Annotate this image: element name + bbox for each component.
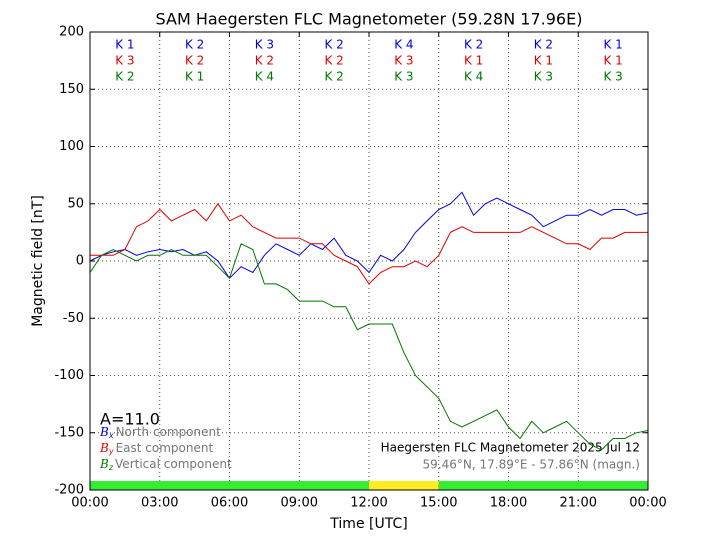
station-note: Haegersten FLC Magnetometer 2025 Jul 12 (381, 441, 640, 455)
k-index: K 1 (603, 38, 622, 52)
data-line (90, 202, 648, 285)
location-note: 59.46°N, 17.89°E - 57.86°N (magn.) (423, 458, 640, 472)
x-tick-label: 00:00 (629, 496, 666, 511)
k-index: K 1 (534, 54, 553, 68)
x-tick-label: 15:00 (420, 496, 457, 511)
k-index: K 3 (534, 70, 553, 84)
y-tick-label: -50 (63, 311, 84, 326)
legend-label: Vertical component (115, 457, 232, 471)
legend-entry: Bz Vertical component (99, 457, 232, 472)
y-tick-label: 50 (67, 196, 84, 211)
legend-symbol: B (99, 425, 109, 439)
k-index: K 4 (394, 38, 413, 52)
k-index: K 1 (115, 38, 134, 52)
y-tick-label: -100 (54, 368, 84, 383)
k-index: K 3 (394, 54, 413, 68)
y-tick-label: -150 (54, 425, 84, 440)
activity-index: A=11.0 (100, 410, 160, 429)
x-tick-label: 21:00 (560, 496, 597, 511)
x-tick-label: 12:00 (350, 496, 387, 511)
y-tick-label: -200 (54, 483, 84, 498)
legend-subscript: x (108, 431, 114, 440)
x-tick-label: 18:00 (490, 496, 527, 511)
k-index: K 2 (185, 38, 204, 52)
x-tick-label: 00:00 (71, 496, 108, 511)
chart-title: SAM Haegersten FLC Magnetometer (59.28N … (156, 10, 583, 29)
k-index: K 2 (115, 70, 134, 84)
x-tick-label: 09:00 (281, 496, 318, 511)
legend-symbol: B (99, 457, 109, 471)
k-index: K 1 (603, 54, 622, 68)
status-segment (90, 481, 369, 490)
k-index: K 2 (464, 38, 483, 52)
y-tick-label: 150 (59, 82, 84, 97)
status-segment (369, 481, 439, 490)
x-tick-label: 06:00 (211, 496, 248, 511)
k-index: K 4 (255, 70, 274, 84)
k-index: K 2 (324, 70, 343, 84)
y-tick-label: 100 (59, 139, 84, 154)
legend-subscript: z (108, 463, 114, 472)
y-tick-label: 200 (59, 25, 84, 40)
legend-subscript: y (108, 447, 114, 456)
status-segment (438, 481, 648, 490)
k-index: K 2 (255, 54, 274, 68)
k-index: K 3 (394, 70, 413, 84)
legend-symbol: B (99, 441, 109, 455)
legend-label: East component (116, 441, 214, 455)
x-axis-label: Time [UTC] (329, 516, 407, 532)
k-index: K 3 (603, 70, 622, 84)
legend-entry: Bx North component (99, 425, 221, 440)
k-index: K 1 (185, 70, 204, 84)
y-axis-label: Magnetic field [nT] (30, 195, 46, 327)
k-index: K 2 (185, 54, 204, 68)
k-index: K 3 (115, 54, 134, 68)
k-index: K 3 (255, 38, 274, 52)
y-tick-label: 0 (76, 254, 84, 269)
k-index: K 2 (534, 38, 553, 52)
plot-frame (89, 31, 649, 491)
k-index: K 1 (464, 54, 483, 68)
k-index: K 2 (324, 54, 343, 68)
k-index: K 2 (324, 38, 343, 52)
x-tick-label: 03:00 (141, 496, 178, 511)
data-line (89, 191, 649, 279)
data-line (89, 243, 649, 451)
k-index: K 4 (464, 70, 483, 84)
legend-entry: By East component (99, 441, 213, 456)
legend-label: North component (116, 425, 222, 439)
